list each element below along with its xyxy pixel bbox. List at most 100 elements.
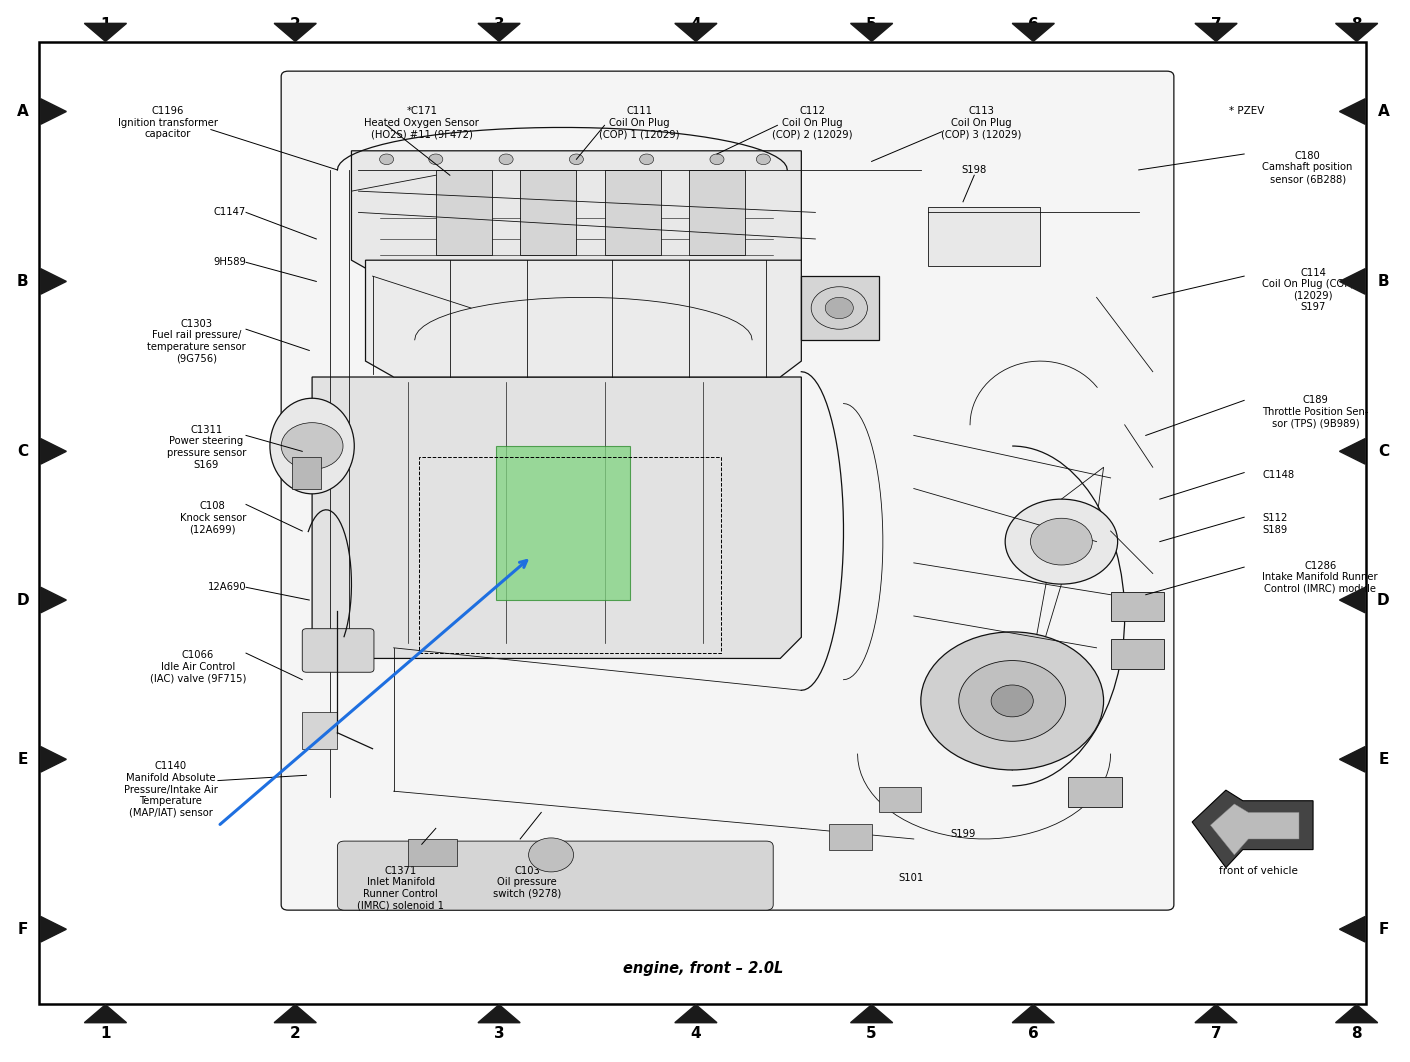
Polygon shape — [478, 1005, 520, 1023]
Polygon shape — [1191, 790, 1313, 868]
Polygon shape — [1210, 804, 1299, 855]
Circle shape — [281, 423, 343, 469]
Polygon shape — [1194, 1005, 1237, 1023]
Text: E: E — [17, 752, 28, 767]
Circle shape — [1005, 499, 1118, 584]
Bar — [1111, 639, 1165, 669]
Polygon shape — [351, 151, 801, 276]
Bar — [302, 712, 337, 749]
Text: S101: S101 — [898, 873, 924, 884]
Circle shape — [825, 297, 853, 319]
Bar — [1069, 777, 1122, 807]
Polygon shape — [41, 917, 66, 942]
Bar — [605, 170, 661, 255]
Text: S199: S199 — [950, 828, 976, 839]
Text: *C171
Heated Oxygen Sensor
(HO2S) #11 (9F472): *C171 Heated Oxygen Sensor (HO2S) #11 (9… — [364, 106, 479, 139]
Text: engine, front – 2.0L: engine, front – 2.0L — [623, 961, 783, 976]
Polygon shape — [1012, 1005, 1055, 1023]
Text: 8: 8 — [1351, 1026, 1362, 1041]
Text: C1286
Intake Manifold Runner
Control (IMRC) module: C1286 Intake Manifold Runner Control (IM… — [1262, 561, 1378, 594]
Circle shape — [499, 154, 513, 165]
Polygon shape — [85, 1005, 127, 1023]
Bar — [1111, 592, 1165, 621]
Text: B: B — [1378, 274, 1389, 289]
Polygon shape — [85, 23, 127, 41]
Circle shape — [529, 838, 574, 872]
Polygon shape — [1194, 23, 1237, 41]
Circle shape — [811, 287, 867, 329]
Text: C1147: C1147 — [214, 207, 245, 218]
Ellipse shape — [269, 398, 354, 494]
Text: 5: 5 — [866, 17, 877, 32]
Text: 4: 4 — [691, 17, 701, 32]
Text: C180
Camshaft position
sensor (6B288): C180 Camshaft position sensor (6B288) — [1262, 151, 1352, 184]
Text: * PZEV: * PZEV — [1230, 106, 1265, 116]
Text: 7: 7 — [1211, 17, 1221, 32]
Text: C189
Throttle Position Sen-
sor (TPS) (9B989): C189 Throttle Position Sen- sor (TPS) (9… — [1262, 395, 1369, 428]
Text: 5: 5 — [866, 1026, 877, 1041]
Polygon shape — [274, 1005, 316, 1023]
FancyBboxPatch shape — [337, 841, 773, 910]
Polygon shape — [1340, 747, 1365, 772]
Polygon shape — [274, 23, 316, 41]
Text: B: B — [17, 274, 28, 289]
Polygon shape — [1335, 1005, 1378, 1023]
Polygon shape — [41, 587, 66, 613]
Circle shape — [711, 154, 723, 165]
Polygon shape — [1340, 917, 1365, 942]
Text: 2: 2 — [290, 17, 300, 32]
Polygon shape — [312, 377, 801, 658]
Bar — [520, 170, 577, 255]
Text: C1311
Power steering
pressure sensor
S169: C1311 Power steering pressure sensor S16… — [166, 425, 245, 469]
Circle shape — [1031, 518, 1093, 565]
Text: C113
Coil On Plug
(COP) 3 (12029): C113 Coil On Plug (COP) 3 (12029) — [940, 106, 1021, 139]
FancyBboxPatch shape — [302, 629, 374, 672]
Polygon shape — [1340, 269, 1365, 294]
Polygon shape — [1335, 23, 1378, 41]
Text: 1: 1 — [100, 17, 111, 32]
Polygon shape — [675, 1005, 716, 1023]
Polygon shape — [675, 23, 716, 41]
Text: C111
Coil On Plug
(COP) 1 (12029): C111 Coil On Plug (COP) 1 (12029) — [599, 106, 680, 139]
Polygon shape — [1340, 439, 1365, 464]
Polygon shape — [41, 99, 66, 124]
Text: A: A — [1378, 104, 1389, 119]
Bar — [689, 170, 744, 255]
Text: F: F — [17, 922, 28, 937]
Text: C1371
Inlet Manifold
Runner Control
(IMRC) solenoid 1: C1371 Inlet Manifold Runner Control (IMR… — [357, 866, 444, 910]
Text: A: A — [17, 104, 28, 119]
Text: C1196
Ignition transformer
capacitor: C1196 Ignition transformer capacitor — [118, 106, 219, 139]
Text: 6: 6 — [1028, 17, 1039, 32]
Text: 1: 1 — [100, 1026, 111, 1041]
Circle shape — [379, 154, 393, 165]
Polygon shape — [41, 269, 66, 294]
Bar — [436, 170, 492, 255]
Circle shape — [991, 685, 1034, 717]
Text: C1066
Idle Air Control
(IAC) valve (9F715): C1066 Idle Air Control (IAC) valve (9F71… — [149, 650, 245, 683]
Polygon shape — [850, 1005, 893, 1023]
Circle shape — [756, 154, 770, 165]
Circle shape — [429, 154, 443, 165]
Circle shape — [570, 154, 584, 165]
Bar — [292, 457, 320, 489]
Text: 3: 3 — [493, 17, 505, 32]
Text: E: E — [1378, 752, 1389, 767]
Polygon shape — [1340, 587, 1365, 613]
Text: C1148: C1148 — [1262, 470, 1294, 480]
Bar — [419, 457, 721, 653]
Text: 2: 2 — [290, 1026, 300, 1041]
Polygon shape — [478, 23, 520, 41]
Text: C108
Knock sensor
(12A699): C108 Knock sensor (12A699) — [179, 501, 245, 534]
Bar — [878, 787, 921, 812]
Text: C1303
Fuel rail pressure/
temperature sensor
(9G756): C1303 Fuel rail pressure/ temperature se… — [147, 319, 245, 363]
Bar — [801, 276, 878, 340]
Bar — [496, 446, 630, 600]
Text: 6: 6 — [1028, 1026, 1039, 1041]
Text: C1140
Manifold Absolute
Pressure/Intake Air
Temperature
(MAP/IAT) sensor: C1140 Manifold Absolute Pressure/Intake … — [124, 761, 219, 818]
Text: S198: S198 — [962, 165, 987, 175]
Circle shape — [921, 632, 1104, 770]
Bar — [829, 824, 871, 850]
Text: 7: 7 — [1211, 1026, 1221, 1041]
FancyBboxPatch shape — [281, 71, 1175, 910]
Text: F: F — [1378, 922, 1389, 937]
